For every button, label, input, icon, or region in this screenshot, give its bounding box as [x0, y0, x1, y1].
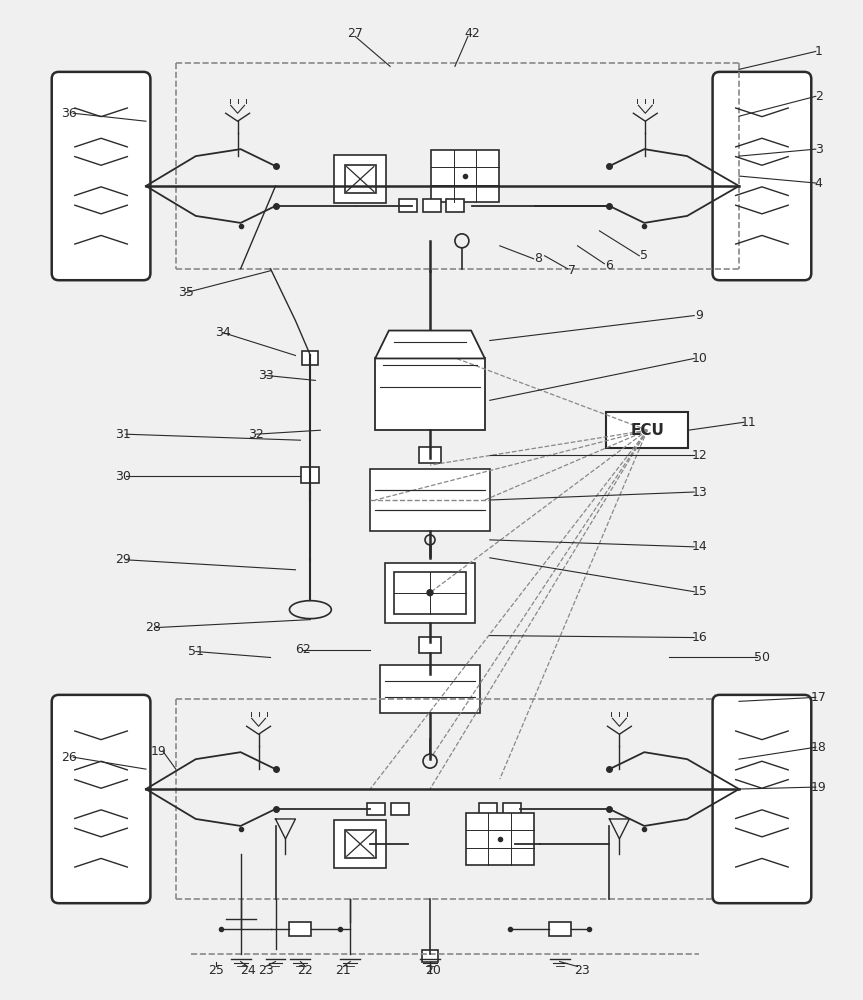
Text: 50: 50 [754, 651, 770, 664]
Bar [289, 922, 312, 936]
Bar [368, 803, 385, 815]
Bar [399, 199, 417, 212]
Text: 10: 10 [691, 352, 707, 365]
Bar [394, 572, 466, 614]
Text: 19: 19 [811, 781, 827, 794]
Bar [423, 199, 441, 212]
Text: ECU: ECU [630, 423, 665, 438]
Bar [549, 922, 570, 936]
Text: 33: 33 [258, 369, 274, 382]
Text: 12: 12 [691, 449, 707, 462]
Text: 6: 6 [606, 259, 614, 272]
Text: 42: 42 [464, 27, 480, 40]
Text: 29: 29 [115, 553, 131, 566]
Text: 34: 34 [215, 326, 230, 339]
Text: 20: 20 [425, 964, 441, 977]
FancyBboxPatch shape [713, 72, 811, 280]
Bar [334, 155, 386, 203]
Polygon shape [375, 331, 485, 358]
Text: 23: 23 [258, 964, 274, 977]
Text: 16: 16 [691, 631, 707, 644]
Text: 23: 23 [574, 964, 589, 977]
Text: 2: 2 [815, 90, 822, 103]
Text: 8: 8 [533, 252, 542, 265]
Bar [344, 830, 375, 858]
Bar [301, 467, 319, 483]
Text: 4: 4 [815, 177, 822, 190]
Bar [391, 803, 409, 815]
Text: 5: 5 [640, 249, 648, 262]
Text: 22: 22 [298, 964, 313, 977]
Text: 1: 1 [815, 45, 822, 58]
Bar [422, 950, 438, 962]
Text: 30: 30 [115, 470, 131, 483]
Text: 26: 26 [61, 751, 77, 764]
Text: 32: 32 [248, 428, 263, 441]
Text: 17: 17 [811, 691, 827, 704]
Bar [503, 803, 520, 815]
Text: 51: 51 [188, 645, 204, 658]
Text: 24: 24 [240, 964, 255, 977]
FancyBboxPatch shape [713, 695, 811, 903]
Text: 27: 27 [347, 27, 363, 40]
Bar [370, 469, 490, 531]
Bar [607, 412, 688, 448]
Text: 31: 31 [115, 428, 131, 441]
Text: 9: 9 [696, 309, 703, 322]
Text: 7: 7 [568, 264, 576, 277]
Text: 62: 62 [295, 643, 312, 656]
FancyBboxPatch shape [52, 695, 150, 903]
Text: 14: 14 [691, 540, 707, 553]
Bar [419, 637, 441, 653]
Text: 19: 19 [151, 745, 167, 758]
Bar [466, 813, 533, 865]
Bar [419, 447, 441, 463]
FancyBboxPatch shape [52, 72, 150, 280]
Text: 35: 35 [178, 286, 193, 299]
Text: 15: 15 [691, 585, 707, 598]
Bar [385, 563, 475, 623]
Text: 25: 25 [208, 964, 224, 977]
Bar [375, 358, 485, 430]
Text: 11: 11 [741, 416, 757, 429]
Text: 28: 28 [145, 621, 161, 634]
Bar [431, 150, 499, 202]
Text: 13: 13 [691, 486, 707, 499]
Bar [344, 165, 375, 193]
Text: 18: 18 [811, 741, 827, 754]
Text: 3: 3 [815, 143, 822, 156]
Bar [479, 803, 497, 815]
Bar [302, 351, 318, 365]
Bar [446, 199, 464, 212]
Text: 21: 21 [336, 964, 351, 977]
Text: 36: 36 [61, 107, 77, 120]
Bar [381, 665, 480, 713]
Bar [334, 820, 386, 868]
Circle shape [427, 590, 433, 596]
